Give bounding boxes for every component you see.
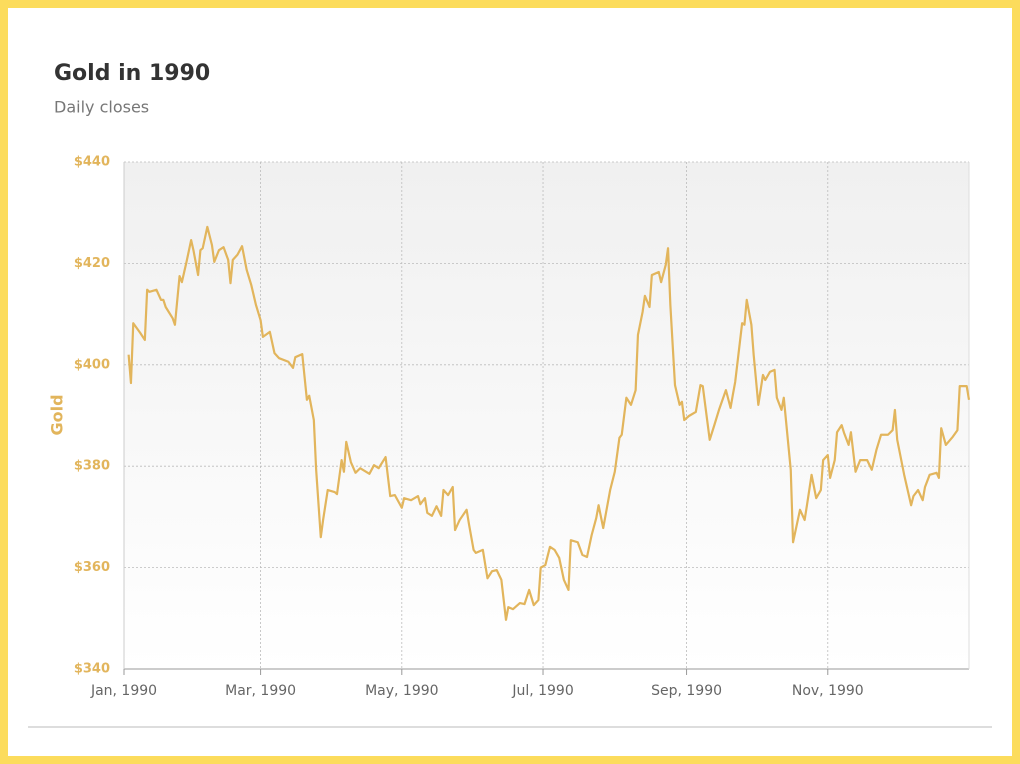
y-axis-label: Gold [48,394,67,435]
x-tick-label: Jan, 1990 [90,683,157,699]
x-tick-label: Nov, 1990 [792,683,864,699]
chart-subtitle: Daily closes [54,98,149,117]
price-line [127,225,971,621]
x-tick-label: Jul, 1990 [511,683,573,699]
plot-area [124,162,969,669]
y-tick-label: $380 [74,459,110,474]
y-tick-label: $440 [74,155,110,170]
y-tick-label: $360 [74,560,110,575]
x-tick-label: Mar, 1990 [225,683,296,699]
y-tick-label: $400 [74,357,110,372]
y-tick-label: $340 [74,662,110,677]
x-tick-label: Sep, 1990 [651,683,722,699]
y-tick-label: $420 [74,256,110,271]
chart-title: Gold in 1990 [54,61,210,86]
x-tick-label: May, 1990 [365,683,438,699]
